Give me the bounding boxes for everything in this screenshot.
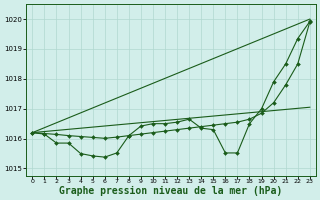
- X-axis label: Graphe pression niveau de la mer (hPa): Graphe pression niveau de la mer (hPa): [60, 186, 283, 196]
